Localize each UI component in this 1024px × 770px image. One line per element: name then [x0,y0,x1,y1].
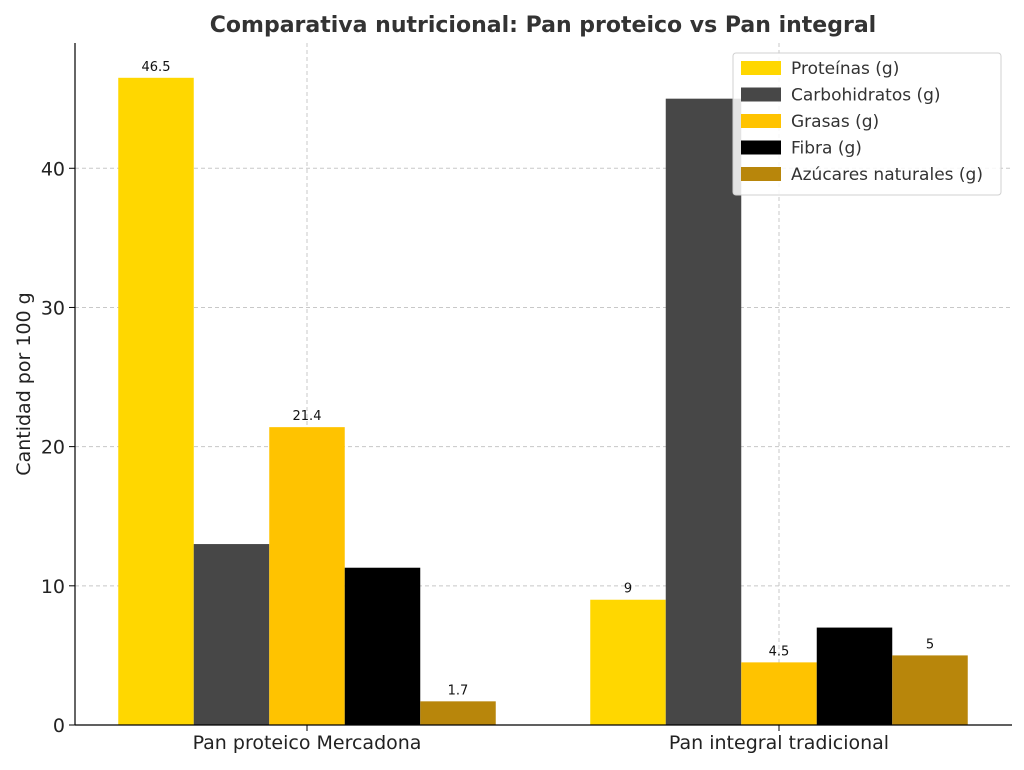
bar [590,599,666,725]
bars [118,77,968,726]
legend-swatch [741,140,781,155]
legend-swatch [741,114,781,128]
bar [665,98,742,726]
bar [420,701,496,725]
chart-title: Comparativa nutricional: Pan proteico vs… [210,13,876,38]
bar [892,655,968,725]
y-ticks: 0 10 20 30 40 [41,158,75,737]
legend-label: Grasas (g) [791,112,879,132]
x-ticks: Pan proteico Mercadona Pan integral tradi… [193,725,889,754]
bar-value-label: 5 [926,637,934,652]
legend-swatch [741,87,781,102]
legend-label: Azúcares naturales (g) [791,165,983,185]
y-tick-label: 20 [41,437,65,459]
y-tick-label: 30 [41,297,65,319]
legend-label: Fibra (g) [791,139,862,159]
y-tick-label: 40 [41,158,65,180]
bar-value-label: 9 [624,582,632,597]
legend: Proteínas (g) Carbohidratos (g) Grasas (g)… [732,52,1002,196]
bar-value-label: 1.7 [448,683,469,698]
data-labels: 46.5 9 21.4 4.5 1.7 5 [142,60,935,699]
x-tick-label: Pan proteico Mercadona [193,732,422,754]
y-tick-label: 0 [53,715,65,737]
bar-value-label: 4.5 [769,644,790,659]
bar [344,567,421,725]
bar [269,427,345,725]
legend-label: Proteínas (g) [791,59,899,79]
bar-value-label: 46.5 [142,60,171,75]
y-tick-label: 10 [41,576,65,598]
legend-swatch [741,61,781,75]
legend-box [732,52,1002,196]
bar [816,627,893,725]
bar [741,662,817,725]
y-axis-label: Cantidad por 100 g [13,292,35,475]
legend-swatch [741,167,781,181]
legend-label: Carbohidratos (g) [791,86,941,106]
bar [193,544,270,725]
axes [74,43,1012,726]
bar-value-label: 21.4 [293,409,322,424]
x-tick-label: Pan integral tradicional [669,732,889,754]
bar [118,77,194,726]
